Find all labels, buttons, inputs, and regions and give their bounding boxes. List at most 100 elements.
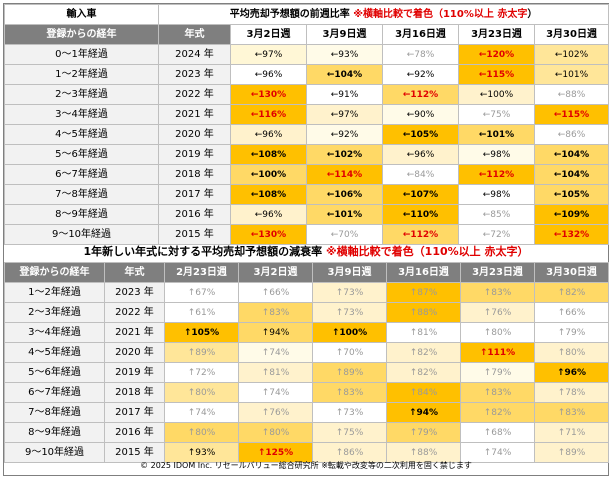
decay-rate-table: 登録からの経年 年式 2月23日週 3月2日週 3月9日週 3月16日週 3月2…	[4, 262, 609, 463]
week-header: 3月2日週	[238, 262, 313, 283]
decay-value-cell: ↑74%	[460, 442, 535, 463]
ratio-value-cell: ←132%	[533, 224, 610, 245]
table-row: 4～5年経過 2020 年 ↑89% ↑74% ↑70% ↑82% ↑111% ↑80%	[4, 342, 609, 363]
ratio-value-cell: ←101%	[306, 204, 383, 225]
ratio-value-cell: ←130%	[230, 224, 307, 245]
ratio-value-cell: ←104%	[306, 64, 383, 85]
row-year-label: 2017 年	[104, 402, 165, 423]
week-header: 3月2日週	[230, 24, 307, 45]
ratio-value-cell: ←92%	[382, 64, 459, 85]
row-year-label: 2022 年	[158, 84, 231, 105]
ratio-value-cell: ←93%	[306, 44, 383, 65]
row-reg-label: 5～6年経過	[4, 144, 159, 165]
decay-value-cell: ↑82%	[460, 402, 535, 423]
decay-value-cell: ↑74%	[238, 382, 313, 403]
row-reg-label: 8～9年経過	[4, 204, 159, 225]
table-row: 0～1年経過 2024 年 ←97% ←93% ←78% ←120% ←102%	[4, 44, 610, 65]
decay-value-cell: ↑82%	[534, 282, 609, 303]
ratio-value-cell: ←108%	[230, 184, 307, 205]
section2-note: ※横軸比較で着色（110%以上 赤太字）	[325, 245, 529, 258]
ratio-value-cell: ←112%	[382, 224, 459, 245]
week-header: 3月9日週	[312, 262, 387, 283]
decay-value-cell: ↑94%	[386, 402, 461, 423]
decay-value-cell: ↑96%	[534, 362, 609, 383]
decay-value-cell: ↑83%	[312, 382, 387, 403]
table-row: 6～7年経過 2018 年 ↑80% ↑74% ↑83% ↑84% ↑83% ↑78%	[4, 382, 609, 403]
weekly-ratio-table: 輸入車 平均売却予想額の前週比率 ※横軸比較で着色（110%以上 赤太字） 登録…	[4, 4, 610, 245]
row-reg-label: 5～6年経過	[4, 362, 105, 383]
ratio-value-cell: ←104%	[533, 164, 610, 185]
ratio-value-cell: ←101%	[458, 124, 535, 145]
ratio-value-cell: ←120%	[458, 44, 535, 65]
row-reg-label: 6～7年経過	[4, 164, 159, 185]
row-year-label: 2019 年	[158, 144, 231, 165]
decay-value-cell: ↑72%	[164, 362, 239, 383]
table-row: 3～4年経過 2021 年 ←116% ←97% ←90% ←75% ←115%	[4, 104, 610, 125]
decay-value-cell: ↑67%	[164, 282, 239, 303]
ratio-value-cell: ←100%	[458, 84, 535, 105]
table-row: 8～9年経過 2016 年 ←96% ←101% ←110% ←85% ←109%	[4, 204, 610, 225]
ratio-value-cell: ←105%	[382, 124, 459, 145]
col-year-header: 年式	[158, 24, 231, 45]
decay-value-cell: ↑75%	[312, 422, 387, 443]
decay-value-cell: ↑80%	[460, 322, 535, 343]
decay-value-cell: ↑89%	[312, 362, 387, 383]
row-year-label: 2017 年	[158, 184, 231, 205]
decay-value-cell: ↑83%	[534, 402, 609, 423]
row-reg-label: 9～10年経過	[4, 224, 159, 245]
ratio-value-cell: ←96%	[382, 144, 459, 165]
ratio-value-cell: ←108%	[230, 144, 307, 165]
decay-value-cell: ↑76%	[460, 302, 535, 323]
decay-value-cell: ↑88%	[386, 442, 461, 463]
row-reg-label: 3～4年経過	[4, 322, 105, 343]
ratio-value-cell: ←70%	[306, 224, 383, 245]
col-year-header: 年式	[104, 262, 165, 283]
row-year-label: 2022 年	[104, 302, 165, 323]
ratio-value-cell: ←115%	[533, 104, 610, 125]
decay-value-cell: ↑66%	[534, 302, 609, 323]
row-reg-label: 4～5年経過	[4, 124, 159, 145]
ratio-value-cell: ←97%	[230, 44, 307, 65]
row-year-label: 2016 年	[158, 204, 231, 225]
decay-value-cell: ↑74%	[238, 342, 313, 363]
ratio-value-cell: ←72%	[458, 224, 535, 245]
row-year-label: 2019 年	[104, 362, 165, 383]
decay-value-cell: ↑81%	[386, 322, 461, 343]
ratio-value-cell: ←88%	[533, 84, 610, 105]
ratio-value-cell: ←84%	[382, 164, 459, 185]
decay-value-cell: ↑94%	[238, 322, 313, 343]
decay-value-cell: ↑125%	[238, 442, 313, 463]
decay-value-cell: ↑87%	[386, 282, 461, 303]
week-header: 3月16日週	[386, 262, 461, 283]
ratio-value-cell: ←96%	[230, 124, 307, 145]
decay-value-cell: ↑73%	[312, 302, 387, 323]
row-year-label: 2024 年	[158, 44, 231, 65]
ratio-value-cell: ←106%	[306, 184, 383, 205]
section2-title: 1年新しい年式に対する平均売却予想額の減衰率 ※横軸比較で着色（110%以上 赤…	[4, 243, 608, 261]
table-row: 2～3年経過 2022 年 ↑61% ↑83% ↑73% ↑88% ↑76% ↑66%	[4, 302, 609, 323]
decay-value-cell: ↑89%	[164, 342, 239, 363]
report-panel: 輸入車 平均売却予想額の前週比率 ※横軸比較で着色（110%以上 赤太字） 登録…	[3, 3, 610, 476]
ratio-value-cell: ←115%	[458, 64, 535, 85]
decay-value-cell: ↑74%	[164, 402, 239, 423]
row-year-label: 2015 年	[104, 442, 165, 463]
ratio-value-cell: ←86%	[533, 124, 610, 145]
row-reg-label: 7～8年経過	[4, 402, 105, 423]
row-reg-label: 8～9年経過	[4, 422, 105, 443]
decay-value-cell: ↑80%	[238, 422, 313, 443]
row-year-label: 2020 年	[158, 124, 231, 145]
decay-value-cell: ↑80%	[164, 422, 239, 443]
section2-title-text: 1年新しい年式に対する平均売却予想額の減衰率	[83, 245, 323, 258]
decay-value-cell: ↑73%	[312, 282, 387, 303]
row-reg-label: 0～1年経過	[4, 44, 159, 65]
row-year-label: 2018 年	[158, 164, 231, 185]
decay-value-cell: ↑81%	[238, 362, 313, 383]
ratio-value-cell: ←112%	[382, 84, 459, 105]
ratio-value-cell: ←85%	[458, 204, 535, 225]
week-header: 3月30日週	[534, 262, 609, 283]
section1-title: 平均売却予想額の前週比率 ※横軸比較で着色（110%以上 赤太字）	[157, 4, 610, 25]
table-row: 2～3年経過 2022 年 ←130% ←91% ←112% ←100% ←88%	[4, 84, 610, 105]
import-car-label: 輸入車	[4, 4, 159, 25]
row-reg-label: 6～7年経過	[4, 382, 105, 403]
row-year-label: 2023 年	[104, 282, 165, 303]
